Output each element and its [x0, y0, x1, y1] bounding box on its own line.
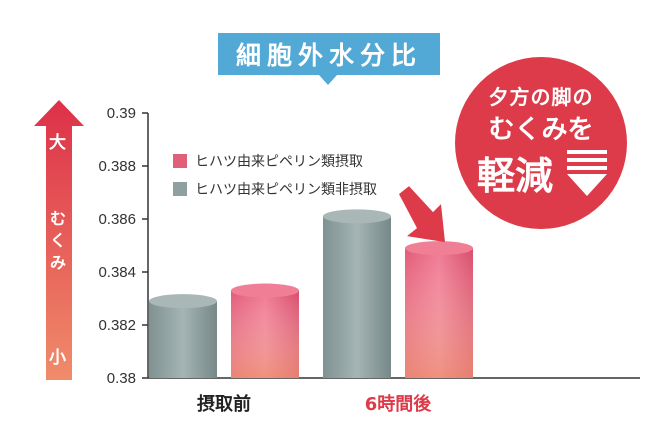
axis-label-swelling: むくみ — [49, 209, 66, 272]
legend-item-non-intake: ヒハツ由来ピペリン類非摂取 — [173, 178, 377, 200]
bar-non-intake-1 — [323, 216, 391, 378]
bar-intake-1-shade — [405, 248, 473, 378]
axes — [147, 113, 640, 379]
bar-intake-0-shade — [231, 290, 299, 378]
bar-non-intake-1-cap — [323, 209, 391, 224]
legend-swatch-non-intake — [173, 182, 187, 196]
badge-line-1: 夕方の脚の — [488, 85, 594, 109]
bar-intake-1-cap — [405, 241, 473, 256]
y-tick-label: 0.384 — [98, 264, 136, 281]
bars — [149, 209, 473, 378]
y-tick-label: 0.38 — [107, 370, 136, 387]
legend-label-non-intake: ヒハツ由来ピペリン類非摂取 — [195, 182, 377, 198]
y-tick-label: 0.388 — [98, 158, 136, 175]
y-tick-label: 0.382 — [98, 317, 136, 334]
y-tick-labels: 0.39 0.388 0.386 0.384 0.382 0.38 — [98, 105, 148, 387]
x-category-labels: 摂取前 6時間後 — [197, 393, 432, 415]
chart-title: 細胞外水分比 — [218, 33, 440, 75]
bar-intake-0-cap — [231, 283, 299, 298]
legend-item-intake: ヒハツ由来ピペリン類摂取 — [173, 150, 377, 172]
title-pointer — [319, 75, 337, 85]
down-arrow-icon — [567, 150, 607, 196]
axis-label-large: 大 — [49, 133, 66, 153]
highlight-arrow — [399, 186, 445, 243]
badge-line-3: 軽減 — [477, 154, 554, 198]
axis-label-small: 小 — [49, 348, 66, 368]
result-badge: 夕方の脚の むくみを 軽減 — [455, 57, 627, 229]
x-category-label: 摂取前 — [197, 393, 251, 415]
legend: ヒハツ由来ピペリン類摂取 ヒハツ由来ピペリン類非摂取 — [173, 150, 377, 206]
legend-label-intake: ヒハツ由来ピペリン類摂取 — [195, 154, 363, 170]
y-tick-label: 0.386 — [98, 211, 136, 228]
bar-non-intake-0 — [149, 301, 217, 378]
highlight-arrow-shape — [399, 186, 445, 243]
badge-line-2: むくみを — [488, 115, 594, 145]
legend-swatch-intake — [173, 154, 187, 168]
y-axis-arrow — [34, 100, 84, 380]
y-tick-label: 0.39 — [107, 105, 136, 122]
bar-non-intake-0-cap — [149, 294, 217, 309]
x-category-label: 6時間後 — [365, 393, 433, 415]
